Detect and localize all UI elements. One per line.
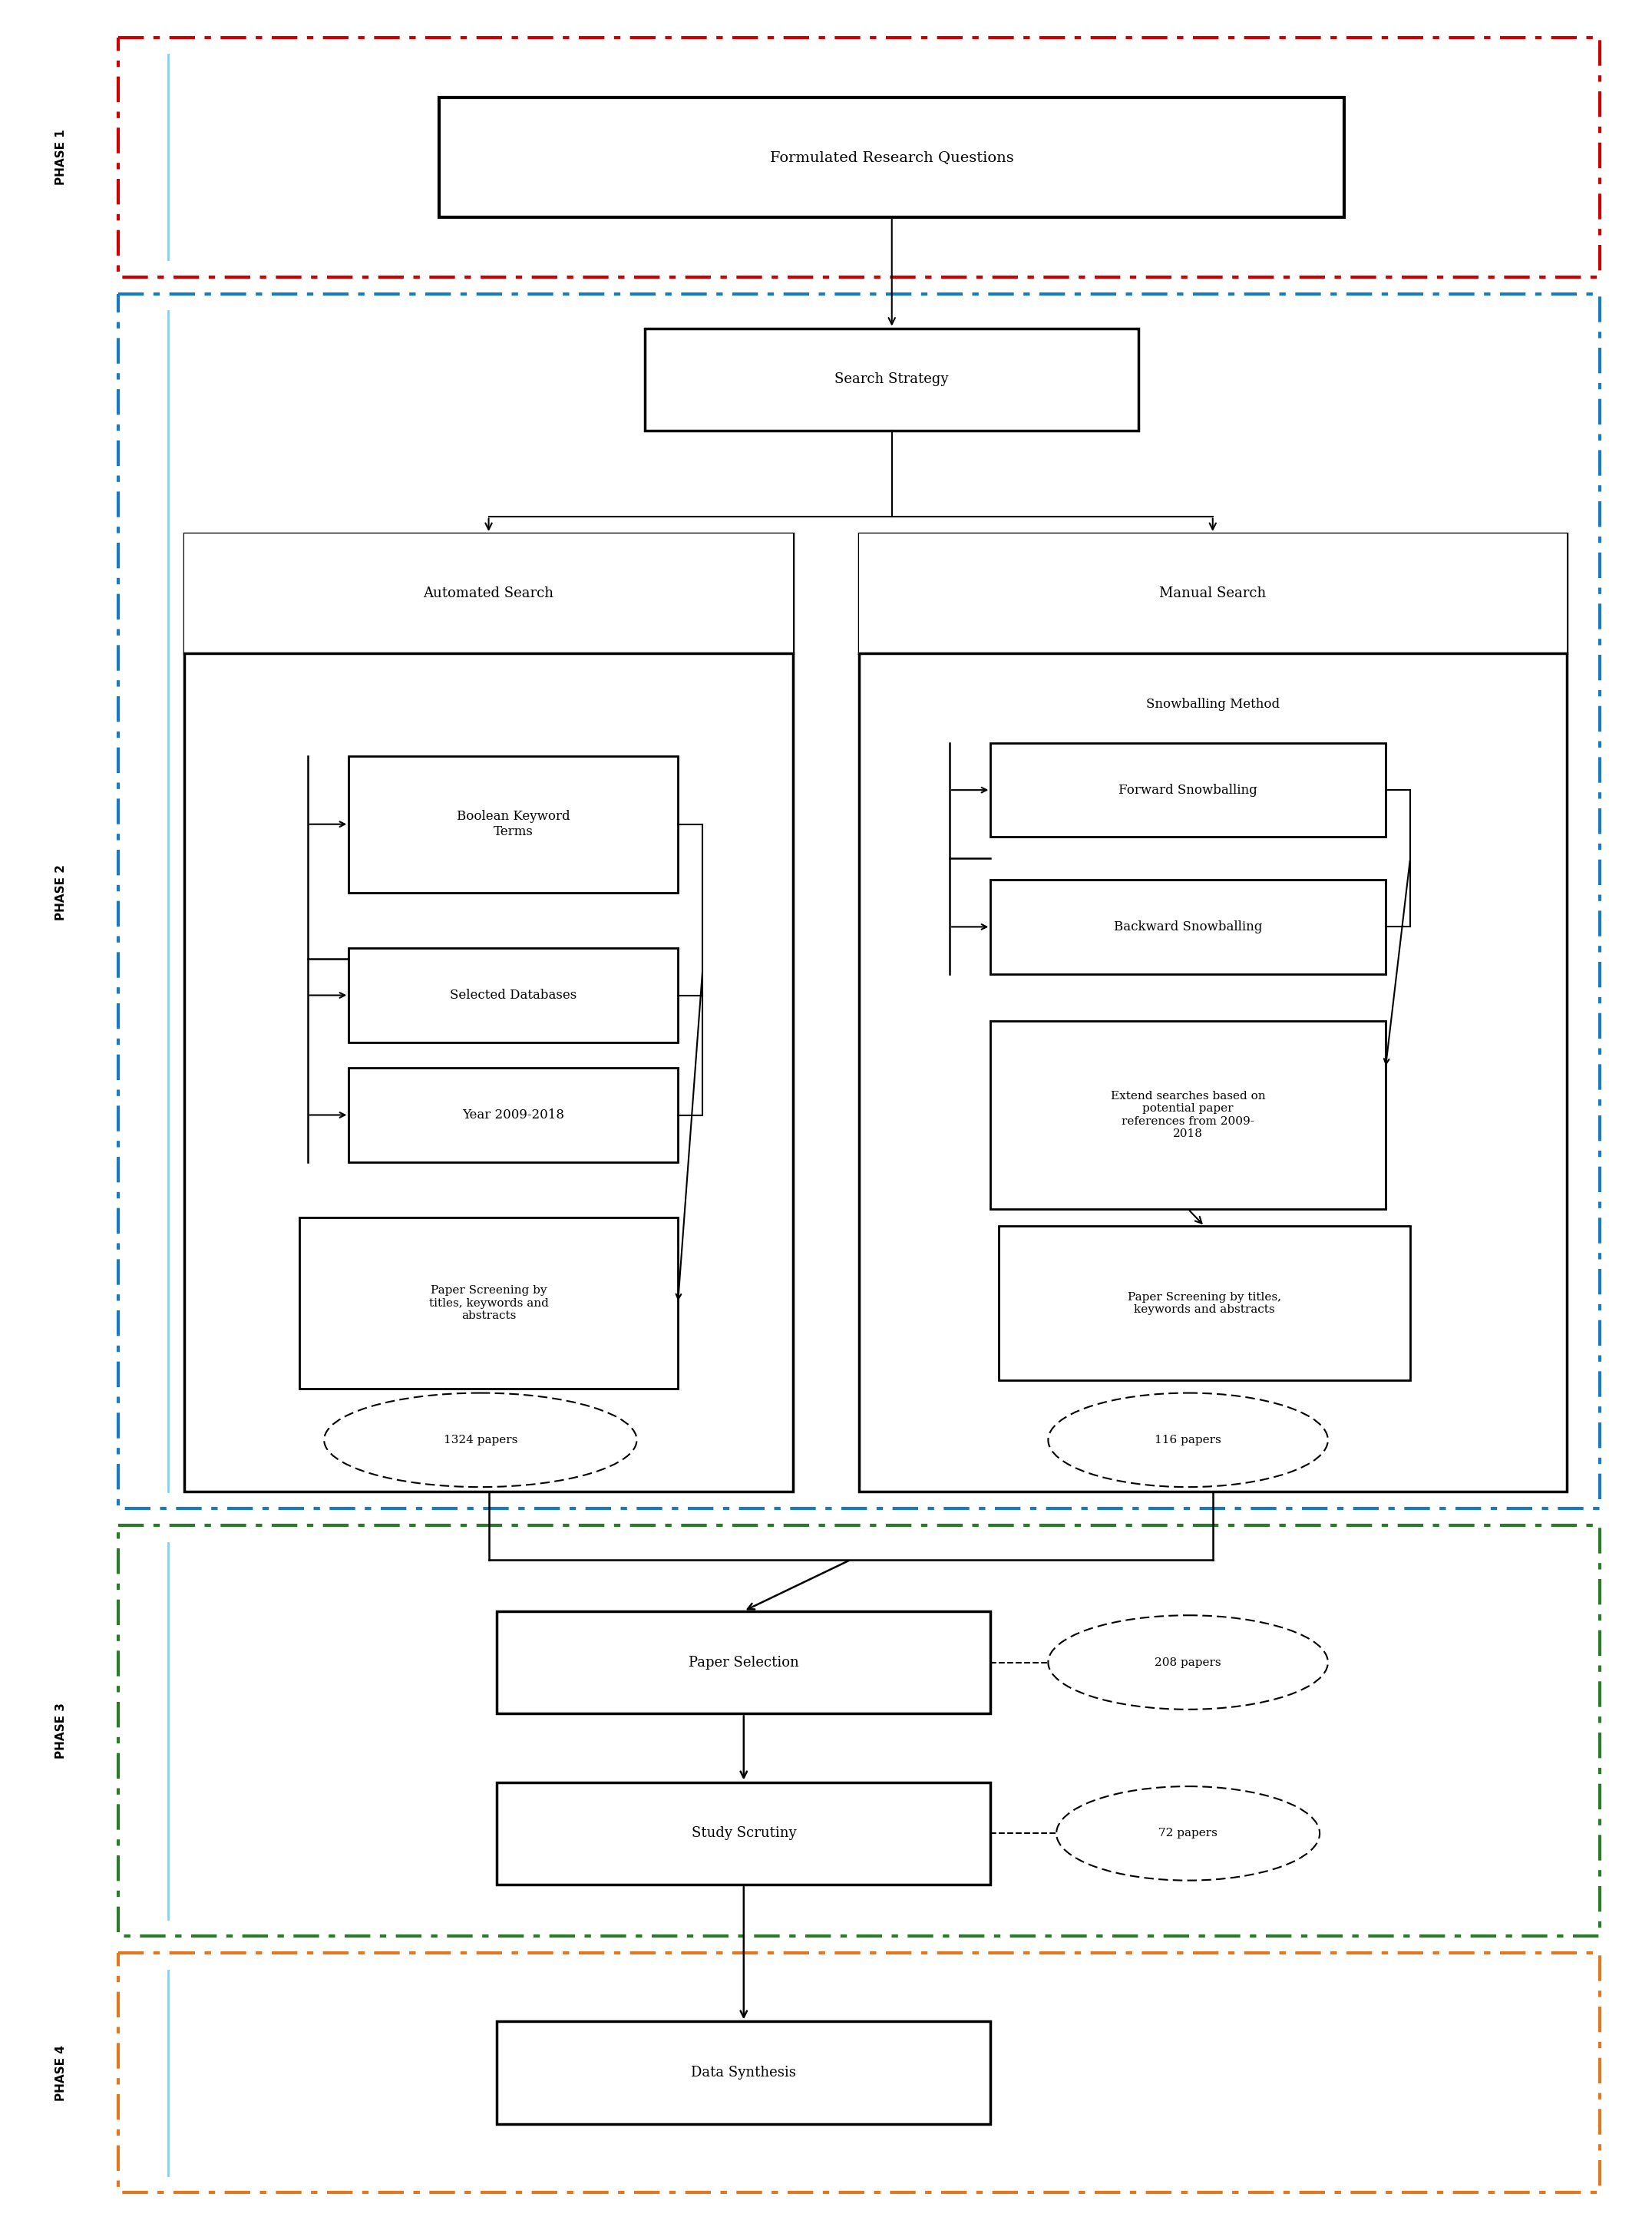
Text: Extend searches based on
potential paper
references from 2009-
2018: Extend searches based on potential paper… <box>1110 1090 1265 1140</box>
Ellipse shape <box>324 1394 636 1487</box>
Bar <box>299 1218 677 1389</box>
Bar <box>859 533 1566 653</box>
Bar <box>439 98 1345 216</box>
Bar <box>999 1227 1411 1380</box>
Text: Boolean Keyword
Terms: Boolean Keyword Terms <box>456 809 570 838</box>
Text: Manual Search: Manual Search <box>1160 586 1265 600</box>
Ellipse shape <box>1047 1615 1328 1710</box>
Bar <box>185 533 793 1492</box>
Text: PHASE 2: PHASE 2 <box>55 865 66 921</box>
Text: Selected Databases: Selected Databases <box>449 988 577 1001</box>
Bar <box>349 948 677 1041</box>
Bar <box>349 756 677 892</box>
Text: PHASE 1: PHASE 1 <box>55 129 66 185</box>
Text: Paper Selection: Paper Selection <box>689 1655 800 1670</box>
Text: PHASE 4: PHASE 4 <box>55 2045 66 2101</box>
Text: Snowballing Method: Snowballing Method <box>1146 698 1280 711</box>
Text: Forward Snowballing: Forward Snowballing <box>1118 783 1257 796</box>
Text: Year 2009-2018: Year 2009-2018 <box>463 1108 565 1122</box>
Bar <box>349 1068 677 1162</box>
Bar <box>119 1525 1599 1936</box>
Text: Paper Screening by titles,
keywords and abstracts: Paper Screening by titles, keywords and … <box>1128 1291 1282 1316</box>
Text: 1324 papers: 1324 papers <box>443 1434 517 1445</box>
Bar <box>119 1953 1599 2192</box>
Bar <box>991 743 1386 836</box>
Text: Study Scrutiny: Study Scrutiny <box>691 1826 796 1840</box>
Text: Automated Search: Automated Search <box>423 586 553 600</box>
Bar <box>859 533 1566 1492</box>
Bar <box>991 1021 1386 1209</box>
Text: 208 papers: 208 papers <box>1155 1657 1221 1668</box>
Text: Backward Snowballing: Backward Snowballing <box>1113 921 1262 934</box>
Text: Search Strategy: Search Strategy <box>834 372 948 386</box>
Bar <box>119 294 1599 1507</box>
Text: Formulated Research Questions: Formulated Research Questions <box>770 149 1014 165</box>
Text: Data Synthesis: Data Synthesis <box>691 2065 796 2081</box>
Bar <box>497 1782 991 1884</box>
Text: Paper Screening by
titles, keywords and
abstracts: Paper Screening by titles, keywords and … <box>430 1284 548 1320</box>
Bar <box>185 533 793 653</box>
Bar <box>497 2023 991 2125</box>
Text: 116 papers: 116 papers <box>1155 1434 1221 1445</box>
Bar <box>644 328 1138 430</box>
Ellipse shape <box>1056 1786 1320 1880</box>
Bar <box>497 1610 991 1713</box>
Ellipse shape <box>1047 1394 1328 1487</box>
Text: 72 papers: 72 papers <box>1158 1829 1218 1840</box>
Bar <box>991 881 1386 975</box>
Bar <box>119 38 1599 277</box>
Text: PHASE 3: PHASE 3 <box>55 1704 66 1759</box>
